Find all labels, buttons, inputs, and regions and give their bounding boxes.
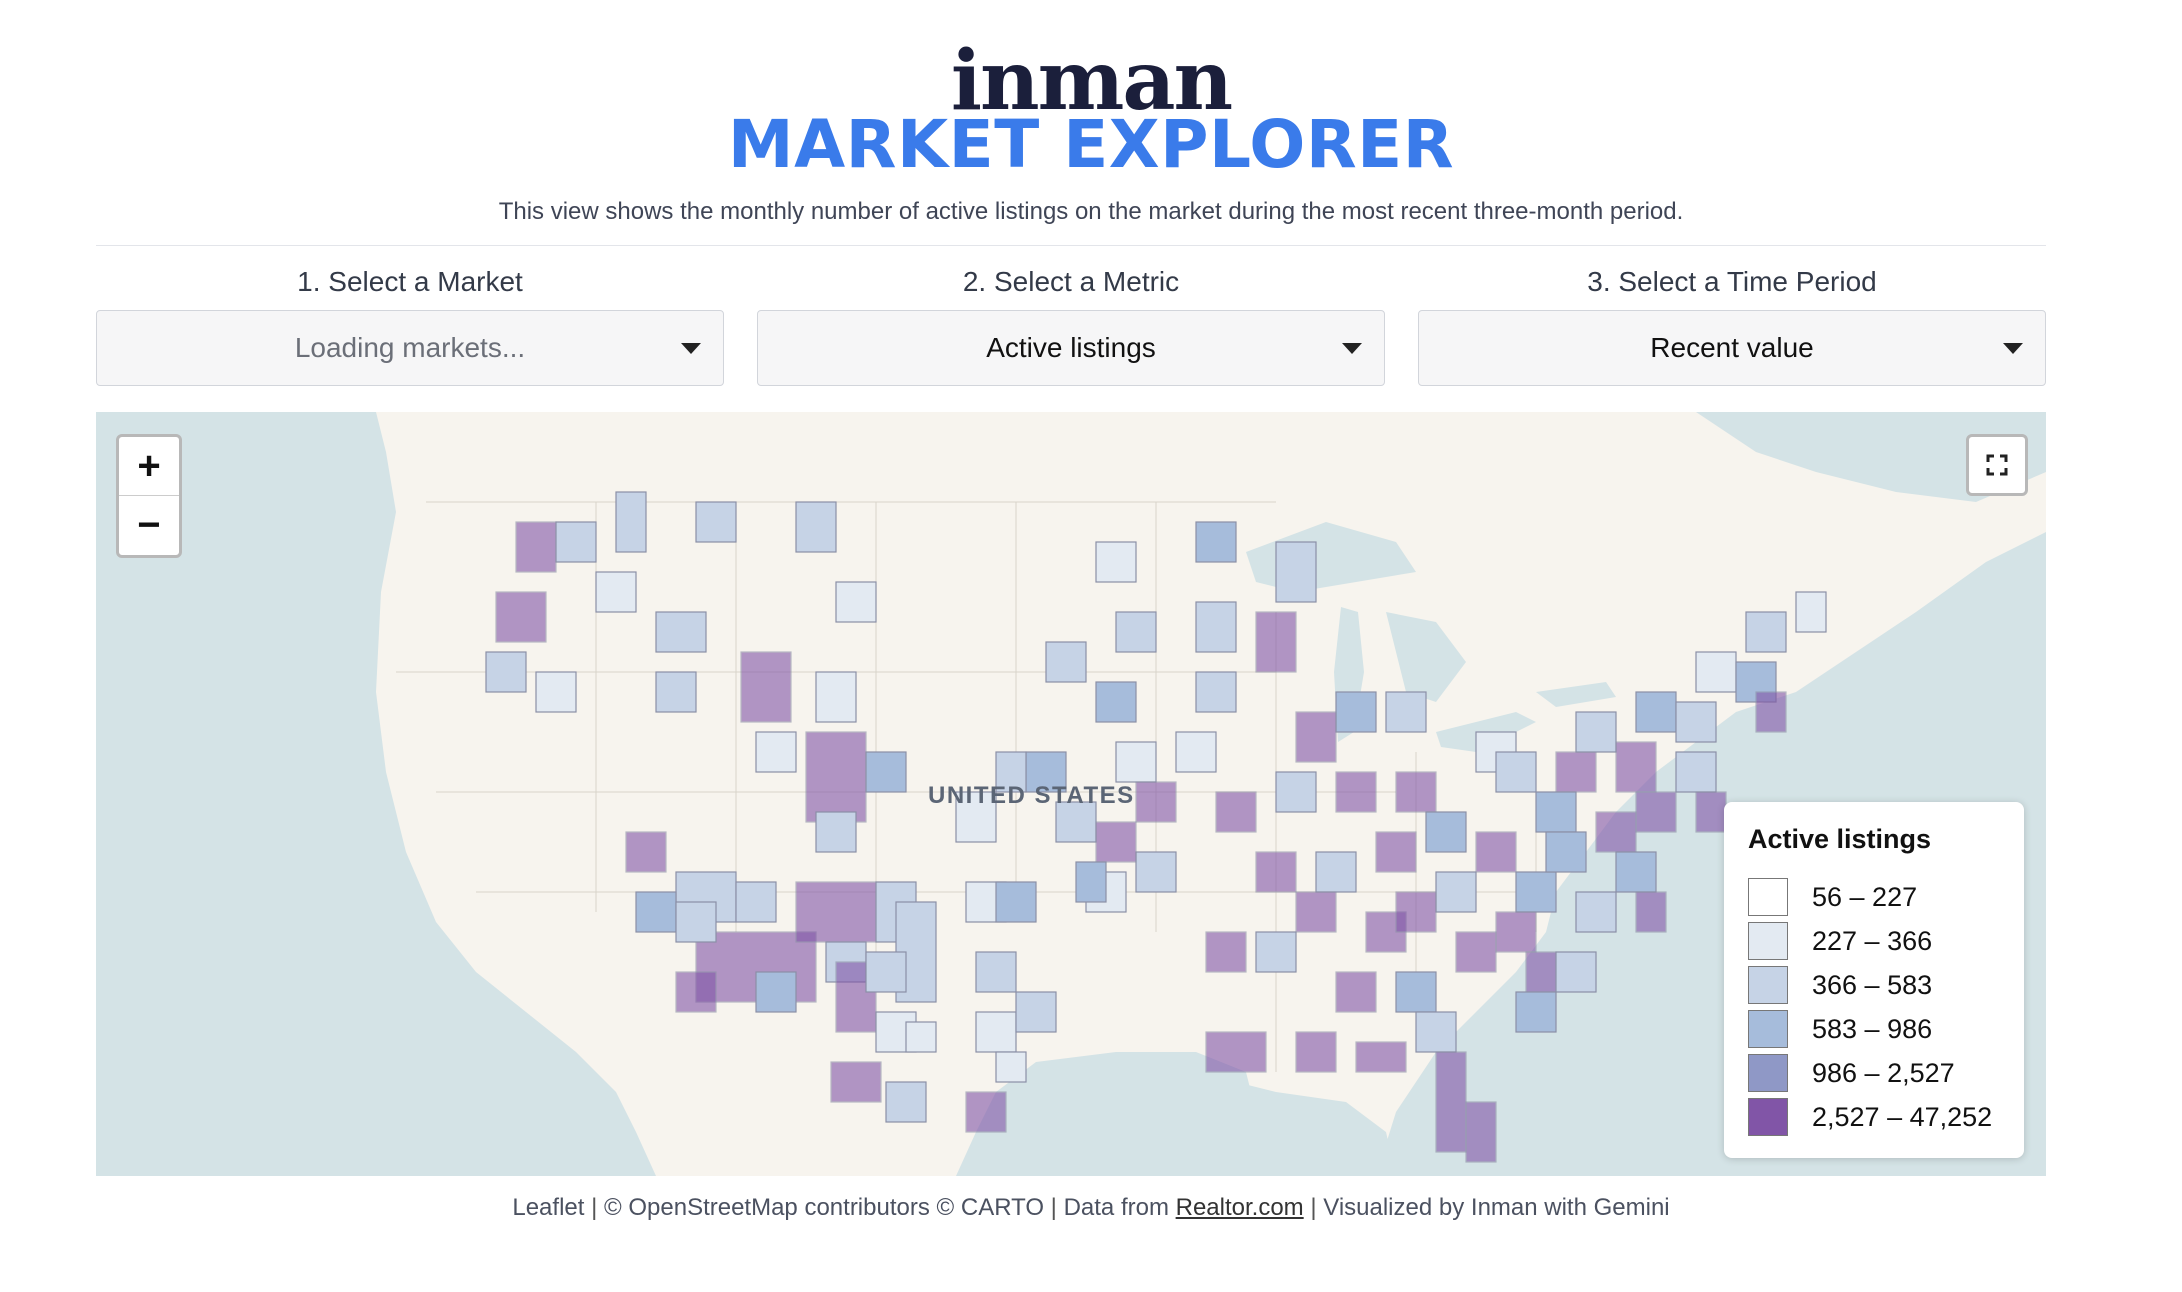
- market-selector: 1. Select a Market Loading markets...: [96, 262, 724, 386]
- map-basemap: [376, 412, 2046, 1176]
- separator: |: [1310, 1194, 1317, 1221]
- zoom-in-button[interactable]: +: [119, 437, 179, 496]
- header-divider: [96, 245, 2046, 246]
- map-attribution: Leaflet | © OpenStreetMap contributors ©…: [0, 1194, 2182, 1222]
- legend-label: 227 – 366: [1812, 925, 1933, 956]
- legend-title: Active listings: [1748, 824, 1932, 854]
- legend-item: 227 – 366: [1748, 919, 2000, 963]
- legend-item: 56 – 227: [1748, 875, 2000, 919]
- northern-bay: [1696, 412, 2046, 502]
- country-label: UNITED STATES: [928, 782, 1135, 809]
- separator: |: [591, 1194, 598, 1221]
- legend-item: 986 – 2,527: [1748, 1051, 2000, 1095]
- time-period-dropdown-value: Recent value: [1650, 332, 1814, 363]
- chevron-down-icon: [1342, 343, 1362, 354]
- zoom-out-button[interactable]: −: [137, 503, 161, 547]
- time-period-selector: 3. Select a Time Period Recent value: [1418, 262, 2046, 386]
- market-dropdown-value: Loading markets...: [294, 332, 526, 363]
- legend-item: 583 – 986: [1748, 1007, 2000, 1051]
- osm-attribution: © OpenStreetMap contributors © CARTO: [604, 1194, 1044, 1221]
- legend-label: 366 – 583: [1812, 969, 1933, 1000]
- fullscreen-button[interactable]: [1966, 434, 2028, 496]
- gulf-of-mexico: [1076, 1072, 1396, 1176]
- separator: |: [1050, 1194, 1057, 1221]
- map-view[interactable]: UNITED STATES + − Active listings 56 – 2…: [96, 412, 2046, 1176]
- market-selector-label: 1. Select a Market: [297, 266, 523, 297]
- metric-selector: 2. Select a Metric Active listings: [757, 262, 1385, 386]
- realtor-link[interactable]: Realtor.com: [1175, 1194, 1304, 1221]
- legend-label: 986 – 2,527: [1812, 1057, 1955, 1088]
- expand-icon: [1986, 454, 2008, 476]
- page-title: MARKET EXPLORER: [727, 106, 1455, 183]
- legend-label: 2,527 – 47,252: [1812, 1101, 1993, 1132]
- market-regions: [485, 491, 1827, 1163]
- metric-selector-label: 2. Select a Metric: [962, 266, 1180, 297]
- inman-logo: inman: [950, 33, 1233, 129]
- time-period-selector-label: 3. Select a Time Period: [1587, 266, 1877, 297]
- legend-swatch: [1748, 878, 1788, 916]
- credit-text: Visualized by Inman with Gemini: [1323, 1194, 1670, 1221]
- legend-label: 56 – 227: [1812, 881, 1918, 912]
- lake-ontario: [1536, 682, 1616, 707]
- legend-item: 366 – 583: [1748, 963, 2000, 1007]
- lake-huron: [1386, 612, 1466, 702]
- legend-label: 583 – 986: [1812, 1013, 1933, 1044]
- metric-dropdown[interactable]: Active listings: [757, 310, 1385, 386]
- legend-swatch: [1748, 922, 1788, 960]
- time-period-dropdown[interactable]: Recent value: [1418, 310, 2046, 386]
- legend-swatch: [1748, 1054, 1788, 1092]
- chevron-down-icon: [2003, 343, 2023, 354]
- map-legend: Active listings 56 – 227 227 – 366 366 –…: [1724, 802, 2024, 1158]
- legend-swatch: [1748, 966, 1788, 1004]
- data-source-prefix: Data from: [1063, 1194, 1176, 1221]
- leaflet-link[interactable]: Leaflet: [512, 1194, 585, 1221]
- legend-swatch: [1748, 1010, 1788, 1048]
- legend-swatch: [1748, 1098, 1788, 1136]
- chevron-down-icon: [681, 343, 701, 354]
- legend-item: 2,527 – 47,252: [1748, 1095, 2000, 1139]
- page-description: This view shows the monthly number of ac…: [498, 198, 1684, 225]
- metric-dropdown-value: Active listings: [986, 332, 1156, 363]
- zoom-control: + −: [116, 434, 182, 558]
- market-dropdown[interactable]: Loading markets...: [96, 310, 724, 386]
